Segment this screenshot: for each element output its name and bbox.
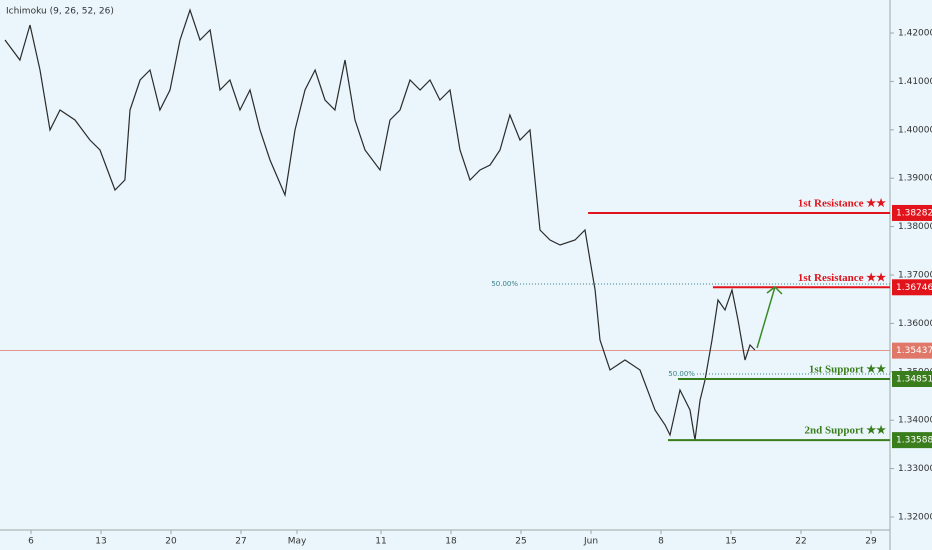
y-tick-label: 1.36000 bbox=[898, 319, 932, 329]
y-tick-label: 1.38000 bbox=[898, 222, 932, 232]
x-tick-label: 13 bbox=[95, 537, 106, 547]
y-tick-label: 1.42000 bbox=[898, 29, 932, 39]
level-name: 2nd Support ★★ bbox=[805, 425, 887, 437]
x-tick-label: 25 bbox=[515, 537, 526, 547]
y-tick-label: 1.33000 bbox=[898, 464, 932, 474]
level-name: 1st Support ★★ bbox=[809, 364, 886, 376]
level-price-label: 1.33588 bbox=[896, 436, 932, 446]
x-tick-label: 22 bbox=[795, 537, 806, 547]
level-name: 1st Resistance ★★ bbox=[798, 197, 886, 209]
y-tick-label: 1.41000 bbox=[898, 77, 932, 87]
level-price-label: 1.34851 bbox=[896, 375, 932, 385]
x-tick-label: 18 bbox=[445, 537, 457, 547]
y-tick-label: 1.39000 bbox=[898, 174, 932, 184]
x-tick-label: 27 bbox=[235, 537, 246, 547]
last-price-label: 1.35437 bbox=[896, 346, 932, 356]
x-tick-label: 11 bbox=[375, 537, 386, 547]
x-tick-label: May bbox=[288, 537, 307, 547]
x-tick-label: 6 bbox=[28, 537, 34, 547]
arrow-shaft bbox=[756, 286, 776, 349]
level-price-label: 1.38282 bbox=[896, 208, 932, 218]
x-tick-label: 20 bbox=[165, 537, 177, 547]
price-line bbox=[4, 8, 756, 441]
indicator-legend: Ichimoku (9, 26, 52, 26) bbox=[6, 7, 114, 17]
fib-label: 50.00% bbox=[491, 280, 518, 288]
y-tick-label: 1.37000 bbox=[898, 270, 932, 280]
level-price-box bbox=[892, 204, 932, 221]
x-tick-label: 29 bbox=[865, 537, 877, 547]
x-tick-label: Jun bbox=[583, 537, 598, 547]
level-price-box bbox=[892, 371, 932, 388]
last-price-box bbox=[892, 342, 932, 359]
y-tick-label: 1.34000 bbox=[898, 416, 932, 426]
x-tick-label: 8 bbox=[658, 537, 664, 547]
level-name: 1st Resistance ★★ bbox=[798, 272, 886, 284]
level-price-box bbox=[892, 432, 932, 449]
x-tick-label: 15 bbox=[725, 537, 736, 547]
arrow-head bbox=[766, 286, 783, 295]
level-price-box bbox=[892, 279, 932, 296]
y-tick-label: 1.32000 bbox=[898, 512, 932, 522]
fib-label: 50.00% bbox=[668, 370, 695, 378]
y-tick-label: 1.40000 bbox=[898, 125, 932, 135]
level-price-label: 1.36746 bbox=[896, 283, 932, 293]
